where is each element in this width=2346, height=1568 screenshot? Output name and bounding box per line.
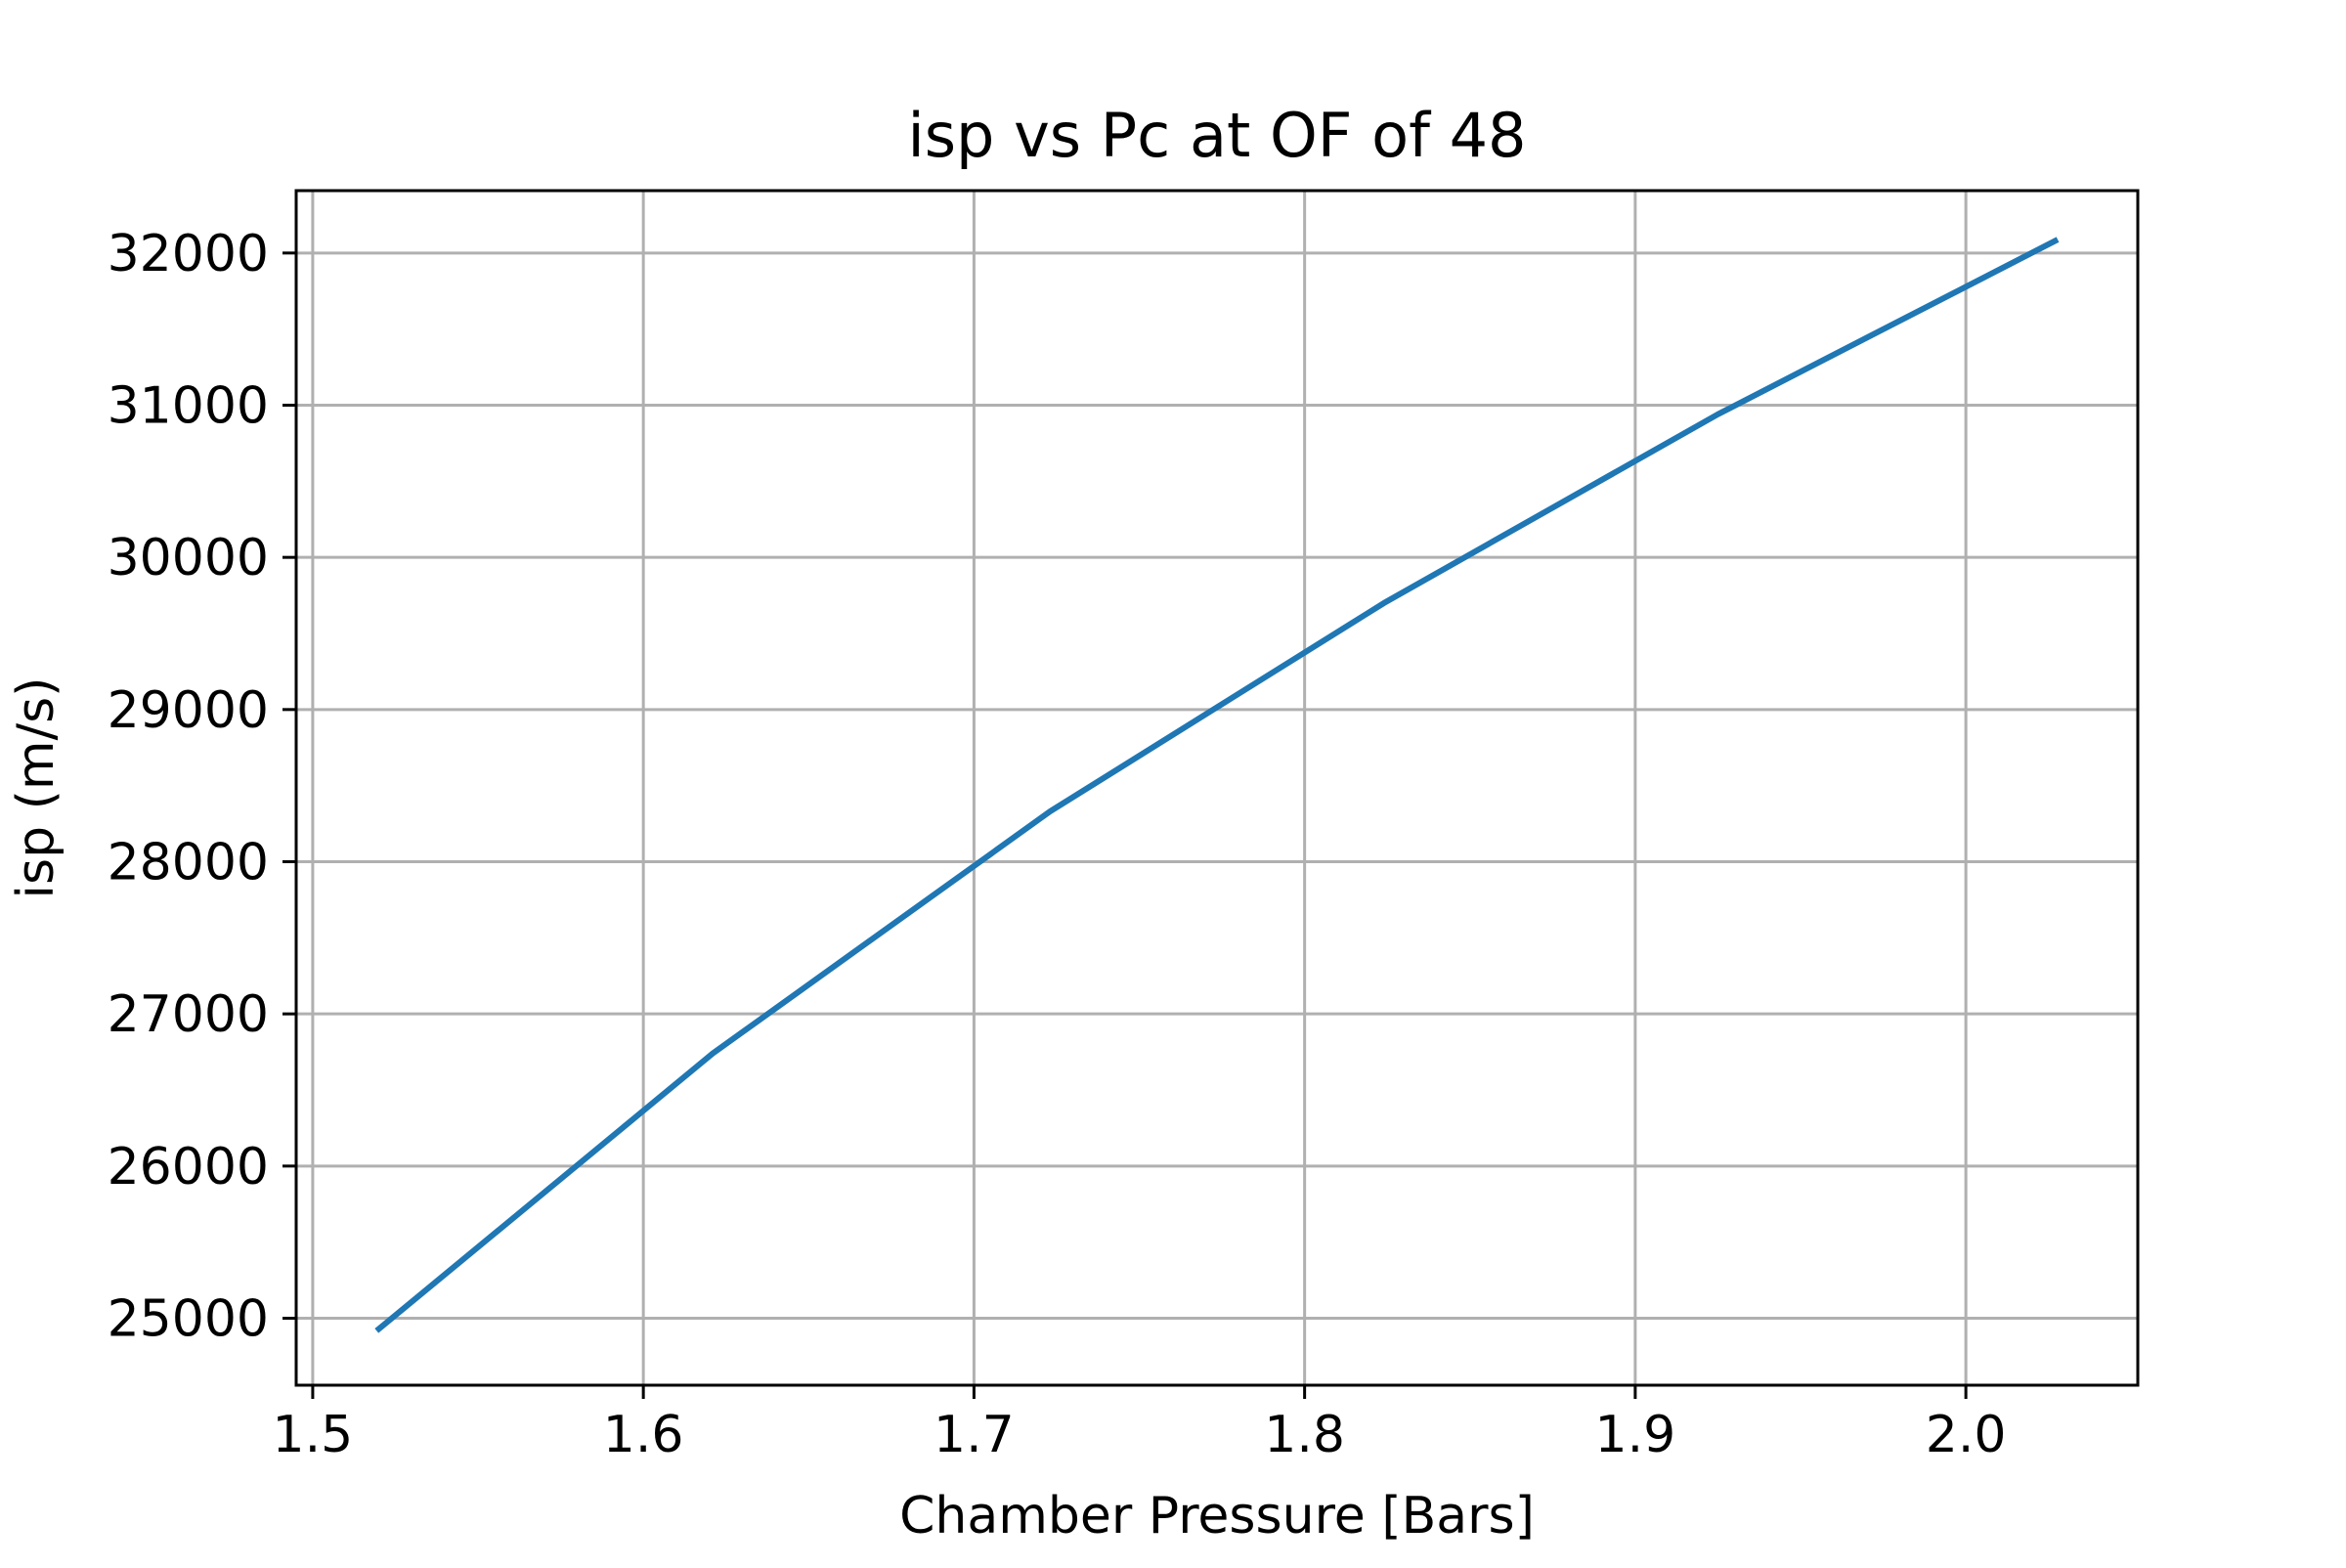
x-tick-label: 1.5 xyxy=(273,1406,354,1464)
chart-title: isp vs Pc at OF of 48 xyxy=(907,100,1526,171)
x-tick-label: 1.9 xyxy=(1595,1406,1676,1464)
x-axis-label: Chamber Pressure [Bars] xyxy=(899,1487,1535,1546)
y-axis-label: isp (m/s) xyxy=(7,677,65,899)
y-tick-label: 29000 xyxy=(108,681,269,740)
x-tick-label: 1.8 xyxy=(1264,1406,1345,1464)
series-line xyxy=(374,237,2060,1333)
series-layer xyxy=(374,237,2060,1333)
y-tick-label: 26000 xyxy=(108,1138,269,1197)
x-tick-label: 1.6 xyxy=(603,1406,684,1464)
grid-lines xyxy=(296,191,2138,1385)
axis-ticks: 1.5 1.6 1.7 1.8 1.9 2.0 25000 26000 27000 28000 29… xyxy=(108,225,2007,1464)
y-tick-label: 30000 xyxy=(108,529,269,588)
plot-frame xyxy=(294,189,2140,1387)
y-tick-label: 28000 xyxy=(108,833,269,892)
x-tick-label: 2.0 xyxy=(1926,1406,2007,1464)
y-tick-label: 27000 xyxy=(108,985,269,1044)
y-tick-label: 31000 xyxy=(108,376,269,435)
y-tick-label: 25000 xyxy=(108,1290,269,1349)
x-tick-label: 1.7 xyxy=(934,1406,1015,1464)
y-tick-label: 32000 xyxy=(108,225,269,283)
